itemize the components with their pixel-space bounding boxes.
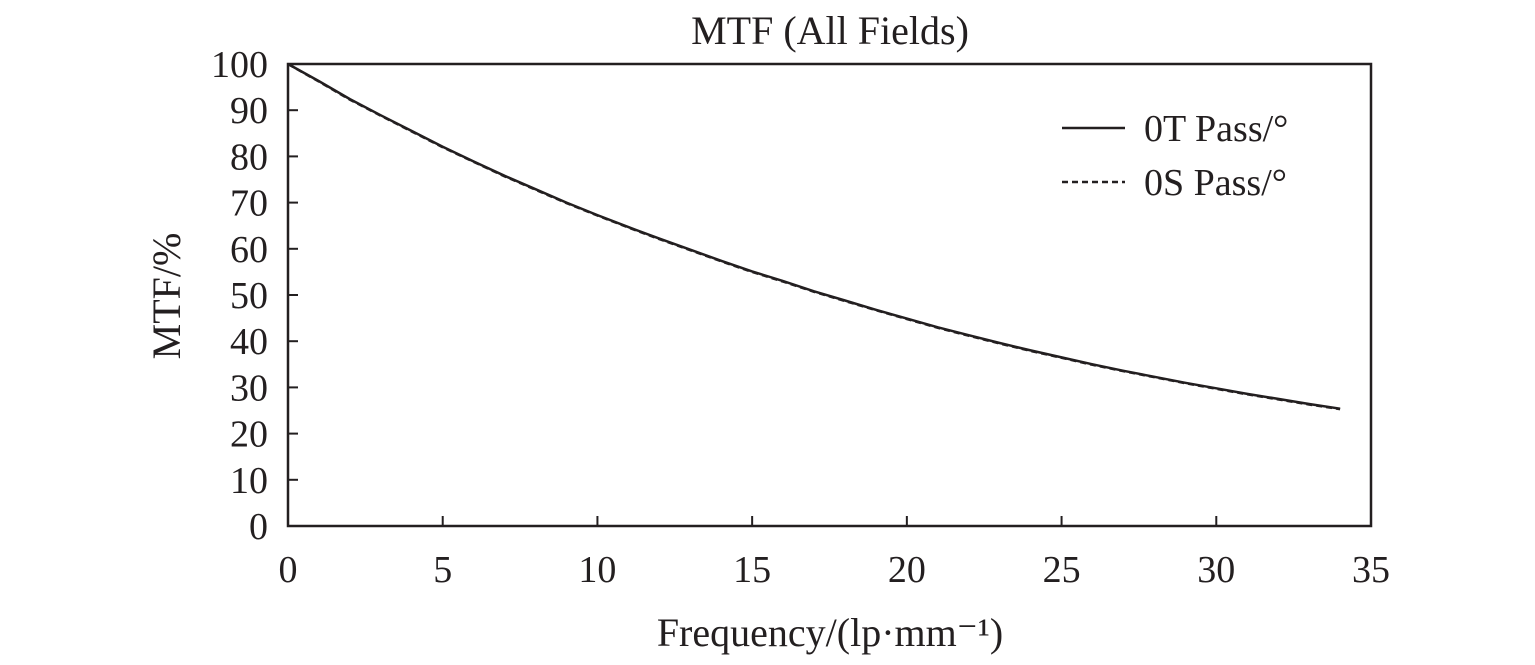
y-tick-label: 30: [230, 367, 268, 409]
x-tick-label: 25: [1043, 549, 1081, 591]
y-tick-label: 50: [230, 275, 268, 317]
x-axis-ticks: 0 5 10 15 20 25 30 35: [279, 516, 1390, 591]
legend-label: 0T Pass/°: [1144, 108, 1288, 150]
y-tick-label: 60: [230, 229, 268, 271]
y-axis-label: MTF/%: [144, 233, 189, 360]
y-tick-label: 10: [230, 460, 268, 502]
y-tick-label: 40: [230, 321, 268, 363]
x-tick-label: 5: [433, 549, 452, 591]
y-tick-label: 0: [249, 506, 268, 548]
legend: 0T Pass/° 0S Pass/°: [1062, 108, 1288, 204]
x-tick-label: 35: [1352, 549, 1390, 591]
y-tick-label: 70: [230, 183, 268, 225]
x-tick-label: 30: [1197, 549, 1235, 591]
y-tick-label: 80: [230, 136, 268, 178]
y-tick-label: 20: [230, 414, 268, 456]
x-tick-label: 10: [578, 549, 616, 591]
x-tick-label: 20: [888, 549, 926, 591]
series-line-os-pass: [287, 62, 1341, 411]
legend-label: 0S Pass/°: [1144, 162, 1287, 204]
x-tick-label: 0: [279, 549, 298, 591]
y-tick-label: 90: [230, 90, 268, 132]
y-tick-label: 100: [211, 44, 268, 86]
chart-title: MTF (All Fields): [691, 8, 969, 53]
series-layer: [287, 62, 1341, 411]
x-tick-label: 15: [733, 549, 771, 591]
x-axis-label: Frequency/(lp·mm⁻¹): [657, 610, 1003, 655]
